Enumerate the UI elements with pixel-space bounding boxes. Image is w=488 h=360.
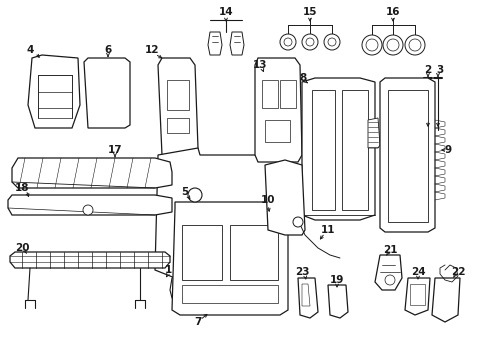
Bar [182,225,222,280]
Text: 13: 13 [252,60,267,70]
Circle shape [382,35,402,55]
Circle shape [292,217,303,227]
Polygon shape [158,58,198,155]
Text: 20: 20 [15,243,29,253]
Text: 19: 19 [329,275,344,285]
Text: 23: 23 [294,267,308,277]
Circle shape [361,35,381,55]
Polygon shape [251,278,267,298]
Text: 9: 9 [444,145,450,155]
Polygon shape [207,32,222,55]
Text: 18: 18 [15,183,29,193]
Bar [280,80,295,108]
Bar [167,118,189,133]
Text: 22: 22 [450,267,464,277]
Text: 4: 4 [26,45,34,55]
Text: 7: 7 [194,317,201,327]
Polygon shape [302,78,374,220]
Text: 10: 10 [260,195,275,205]
Polygon shape [297,278,317,318]
Bar [167,80,189,110]
Text: 8: 8 [299,73,306,83]
Polygon shape [28,55,80,128]
Circle shape [280,34,295,50]
Circle shape [83,205,93,215]
Polygon shape [327,285,347,318]
Circle shape [327,38,335,46]
Text: 14: 14 [218,7,233,17]
Circle shape [302,34,317,50]
Polygon shape [264,160,305,235]
Text: 17: 17 [107,145,122,155]
Polygon shape [404,278,429,315]
Circle shape [365,39,377,51]
Circle shape [284,38,291,46]
Circle shape [384,275,394,285]
Polygon shape [254,58,302,162]
Text: 1: 1 [164,265,171,275]
Polygon shape [172,202,287,315]
Bar [262,80,278,108]
Polygon shape [229,32,244,55]
Text: 21: 21 [382,245,396,255]
Polygon shape [10,252,170,268]
Text: 3: 3 [435,65,443,75]
Text: 16: 16 [385,7,400,17]
Text: 6: 6 [104,45,111,55]
Circle shape [187,188,202,202]
Polygon shape [379,78,434,232]
Polygon shape [367,118,379,148]
Bar [182,285,278,303]
Circle shape [408,39,420,51]
Polygon shape [170,278,185,298]
Polygon shape [155,148,285,278]
Text: 2: 2 [424,65,431,75]
Text: 5: 5 [181,187,188,197]
Text: 24: 24 [410,267,425,277]
Text: 15: 15 [302,7,317,17]
Circle shape [305,38,313,46]
Polygon shape [374,255,401,290]
Polygon shape [431,278,459,322]
Circle shape [386,39,398,51]
Circle shape [404,35,424,55]
Bar [229,225,278,280]
Text: 12: 12 [144,45,159,55]
Polygon shape [8,195,172,215]
Bar [264,120,289,142]
Polygon shape [84,58,130,128]
Polygon shape [12,158,172,188]
Circle shape [324,34,339,50]
Text: 11: 11 [320,225,335,235]
